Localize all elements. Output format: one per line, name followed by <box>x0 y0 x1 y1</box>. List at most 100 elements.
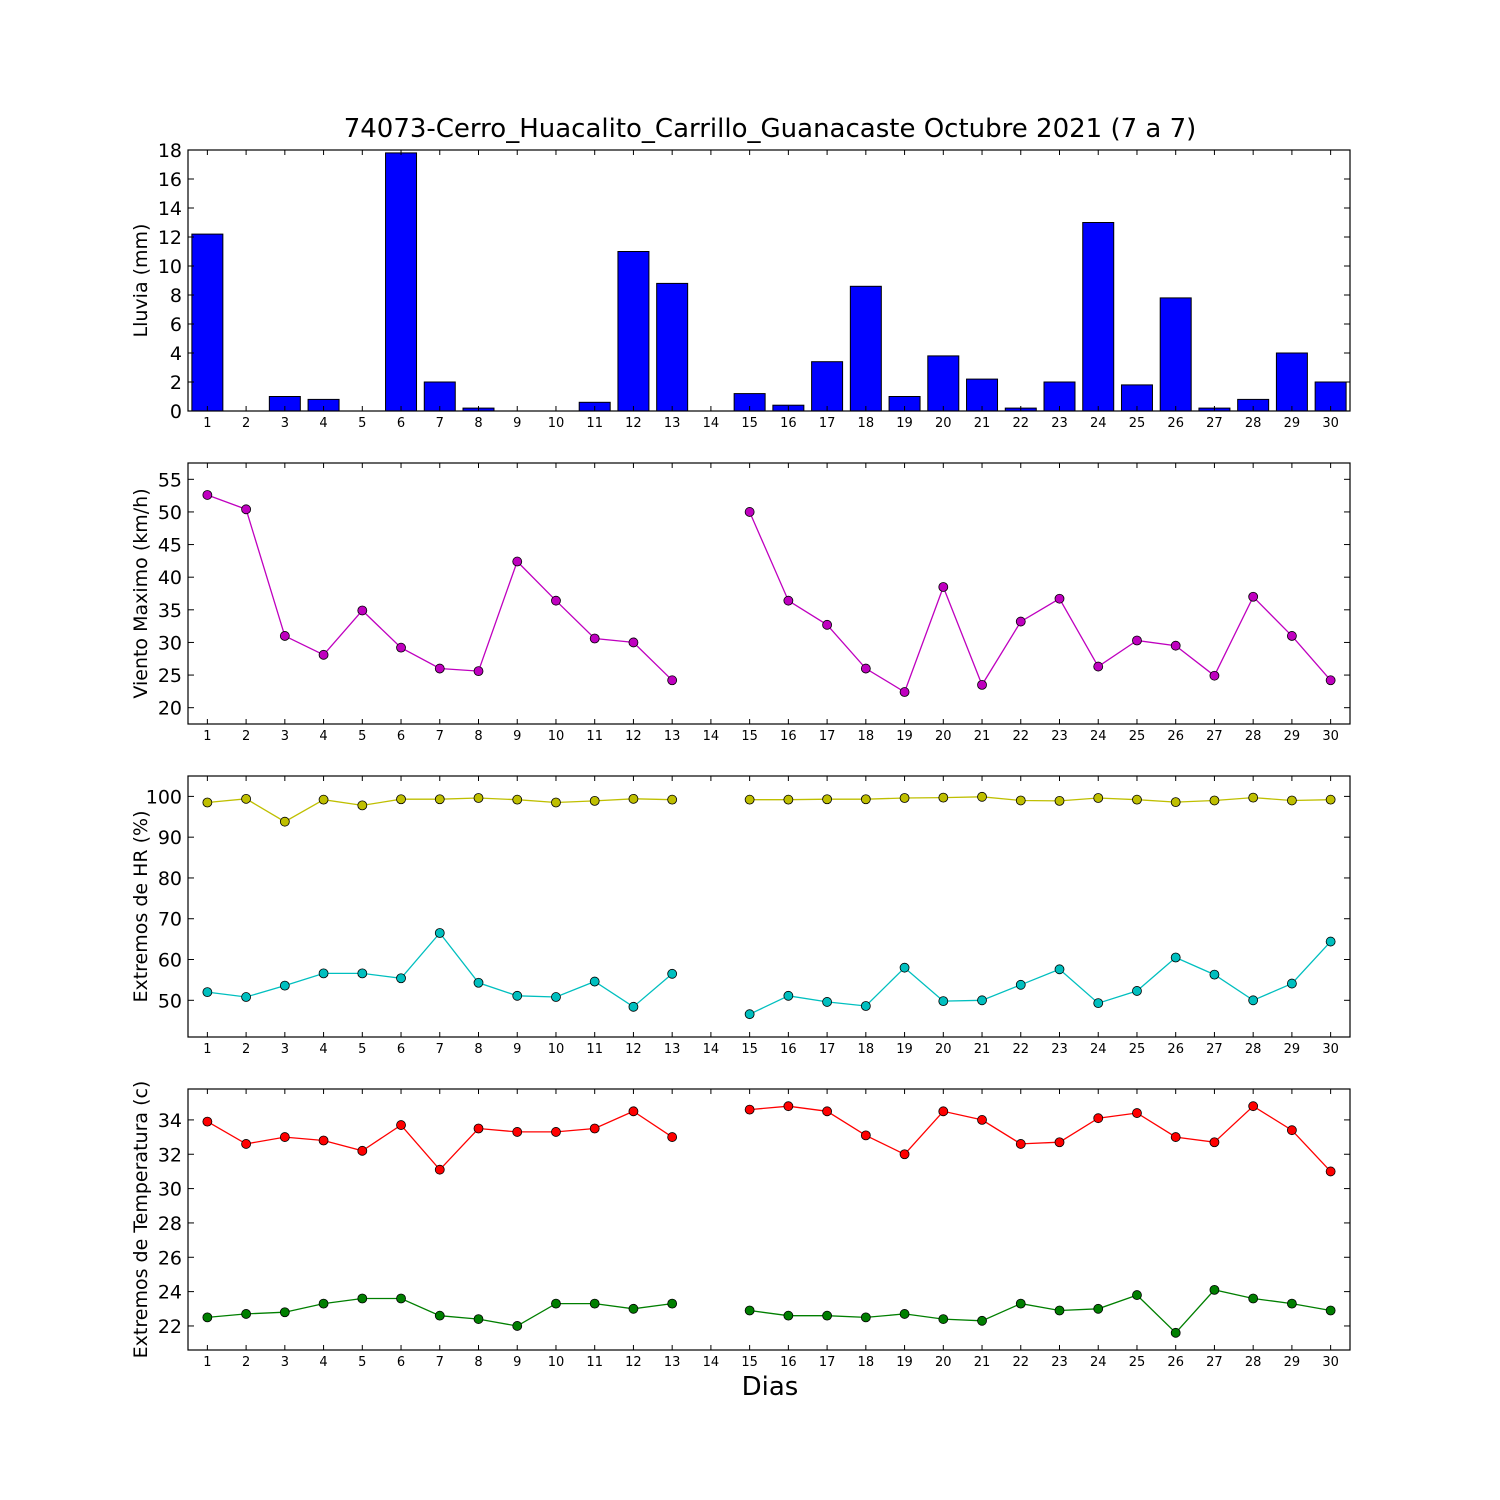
xtick-label-2-7: 7 <box>436 729 444 744</box>
point-3-2-day-21 <box>977 995 987 1006</box>
point-4-2-day-16 <box>783 1310 794 1321</box>
point-2-1-day-5 <box>357 605 368 616</box>
xtick-label-2-15: 15 <box>741 729 758 744</box>
series-4-1-line <box>749 1105 1332 1172</box>
point-4-2-day-5 <box>357 1293 368 1304</box>
point-3-1-day-26 <box>1170 797 1181 807</box>
point-4-2-day-17 <box>822 1310 832 1321</box>
xtick-label-4-18: 18 <box>858 1355 875 1370</box>
xtick-label-4-12: 12 <box>625 1355 642 1370</box>
point-2-1-day-12 <box>628 637 639 648</box>
xtick-label-1-15: 15 <box>741 416 758 431</box>
point-3-1-day-1 <box>202 797 213 808</box>
xtick-label-4-10: 10 <box>548 1355 565 1370</box>
xtick-label-3-18: 18 <box>858 1042 875 1057</box>
point-3-2-day-22 <box>1015 979 1026 990</box>
xtick-label-4-27: 27 <box>1206 1355 1223 1370</box>
point-4-2-day-20 <box>938 1314 949 1324</box>
series-3-1-line <box>749 796 1331 803</box>
point-4-1-day-12 <box>628 1106 639 1117</box>
xtick-label-4-13: 13 <box>664 1355 681 1370</box>
xtick-label-4-21: 21 <box>974 1355 991 1370</box>
xtick-label-3-6: 6 <box>397 1042 405 1057</box>
ytick-label-2-45: 45 <box>158 535 182 557</box>
point-4-2-day-4 <box>318 1298 329 1309</box>
ytick-label-2-25: 25 <box>158 665 182 687</box>
xtick-label-1-16: 16 <box>780 416 797 431</box>
point-4-1-day-29 <box>1287 1125 1297 1136</box>
xtick-label-2-2: 2 <box>242 729 250 744</box>
xtick-label-4-23: 23 <box>1051 1355 1068 1370</box>
xtick-label-3-7: 7 <box>436 1042 444 1057</box>
point-4-2-day-26 <box>1170 1327 1181 1338</box>
series-4-2-line <box>749 1289 1331 1334</box>
point-4-2-day-1 <box>202 1312 213 1323</box>
xtick-label-3-21: 21 <box>974 1042 991 1057</box>
point-3-2-day-4 <box>318 968 329 979</box>
point-4-2-day-25 <box>1132 1290 1142 1300</box>
ytick-label-2-40: 40 <box>158 567 182 589</box>
xtick-label-4-20: 20 <box>935 1355 952 1370</box>
xtick-label-2-29: 29 <box>1284 729 1301 744</box>
point-4-2-day-7 <box>434 1310 445 1321</box>
xtick-label-2-26: 26 <box>1167 729 1184 744</box>
point-3-1-day-22 <box>1015 795 1026 806</box>
xtick-label-2-14: 14 <box>703 729 720 744</box>
xtick-label-3-22: 22 <box>1012 1042 1029 1057</box>
point-4-1-day-8 <box>473 1123 484 1134</box>
xtick-label-3-25: 25 <box>1129 1042 1146 1057</box>
point-4-1-day-23 <box>1054 1137 1065 1148</box>
xtick-label-1-7: 7 <box>436 416 444 431</box>
point-3-2-day-27 <box>1209 969 1220 980</box>
xtick-label-4-26: 26 <box>1167 1355 1184 1370</box>
x-axis-label: Dias <box>741 1372 799 1402</box>
xtick-label-4-1: 1 <box>203 1355 211 1370</box>
xtick-label-3-20: 20 <box>935 1042 952 1057</box>
xtick-label-2-22: 22 <box>1012 729 1029 744</box>
xtick-label-3-2: 2 <box>242 1042 250 1057</box>
xtick-label-2-9: 9 <box>513 729 521 744</box>
ytick-label-2-35: 35 <box>158 600 182 622</box>
point-3-1-day-29 <box>1287 795 1297 806</box>
point-2-1-day-11 <box>589 633 600 644</box>
point-2-1-day-29 <box>1287 631 1297 641</box>
bar-day-29 <box>1275 352 1308 412</box>
point-4-1-day-15 <box>744 1104 755 1115</box>
bar-day-24 <box>1082 222 1115 412</box>
xtick-label-4-14: 14 <box>703 1355 720 1370</box>
y-axis-label-3: Extremos de HR (%) <box>130 810 152 1002</box>
point-3-2-day-12 <box>628 1001 639 1012</box>
ytick-label-2-55: 55 <box>158 469 182 491</box>
point-4-1-day-17 <box>822 1106 832 1117</box>
point-3-1-day-16 <box>783 794 794 805</box>
ytick-label-1-6: 6 <box>170 314 182 336</box>
xtick-label-3-14: 14 <box>703 1042 720 1057</box>
series-2-1-line <box>207 494 673 681</box>
xtick-label-4-15: 15 <box>741 1355 758 1370</box>
xtick-label-4-3: 3 <box>281 1355 289 1370</box>
series-2-1-line <box>749 511 1332 693</box>
xtick-label-3-23: 23 <box>1051 1042 1068 1057</box>
point-3-2-day-24 <box>1093 998 1104 1009</box>
xtick-label-3-29: 29 <box>1284 1042 1301 1057</box>
panel-2-frame <box>187 462 1351 725</box>
panel-3-frame <box>187 775 1351 1038</box>
point-2-1-day-4 <box>318 649 329 660</box>
xtick-label-3-30: 30 <box>1322 1042 1339 1057</box>
ytick-label-3-80: 80 <box>158 868 182 890</box>
point-3-2-day-13 <box>667 968 678 979</box>
bar-day-18 <box>849 285 882 412</box>
point-4-2-day-23 <box>1054 1305 1065 1316</box>
xtick-label-3-16: 16 <box>780 1042 797 1057</box>
point-3-1-day-2 <box>241 793 252 804</box>
xtick-label-3-9: 9 <box>513 1042 521 1057</box>
ytick-label-3-70: 70 <box>158 909 182 931</box>
series-4-1-line <box>207 1110 673 1171</box>
point-3-2-day-7 <box>434 928 445 938</box>
xtick-label-1-4: 4 <box>319 416 327 431</box>
xtick-label-4-4: 4 <box>319 1355 327 1370</box>
ytick-label-1-8: 8 <box>170 285 182 307</box>
xtick-label-2-6: 6 <box>397 729 405 744</box>
point-2-1-day-20 <box>938 582 949 592</box>
